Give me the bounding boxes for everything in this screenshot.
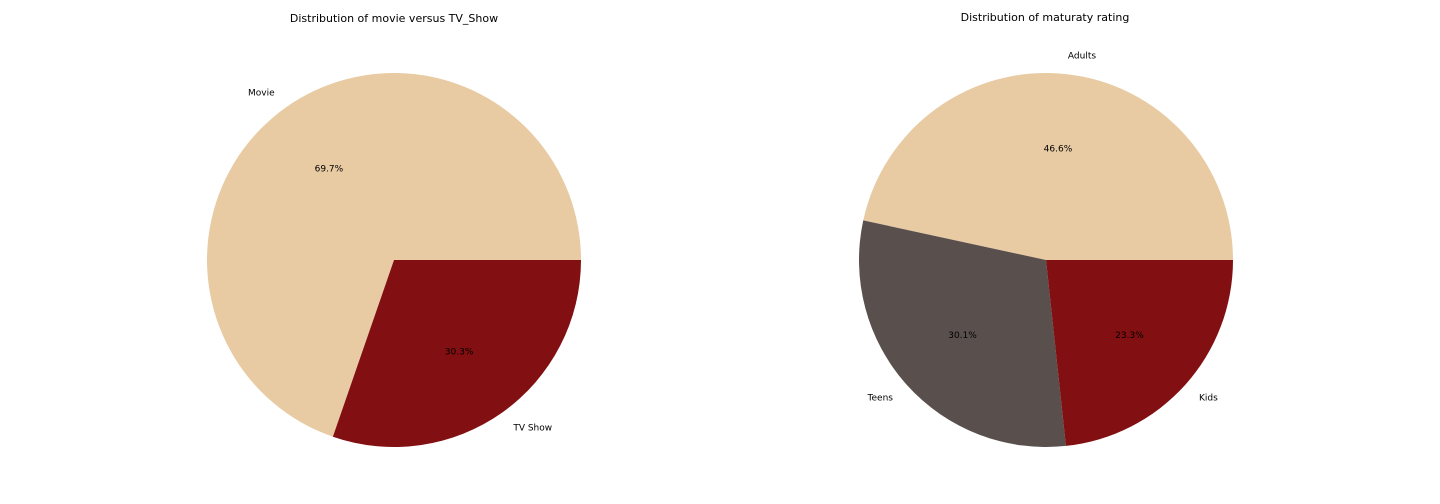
pie-slice-tv-show xyxy=(332,260,581,448)
pie-slice-movie xyxy=(207,73,581,437)
slice-percent-teens: 30.1% xyxy=(948,331,977,341)
slice-percent-movie: 69.7% xyxy=(315,165,344,175)
chart-title: Distribution of movie versus TV_Show xyxy=(290,12,498,25)
slice-label-adults: Adults xyxy=(1068,51,1096,61)
pie-chart-content-type: Distribution of movie versus TV_Show Mov… xyxy=(207,12,581,448)
pie-slice-adults xyxy=(863,73,1233,261)
slice-label-tv-show: TV Show xyxy=(512,424,552,434)
pie-slice-teens xyxy=(859,220,1066,448)
pie-chart-maturity-rating: Distribution of maturaty rating Adults 46… xyxy=(859,11,1233,448)
slice-label-kids: Kids xyxy=(1199,393,1218,403)
slice-percent-adults: 46.6% xyxy=(1044,144,1073,154)
chart-title: Distribution of maturaty rating xyxy=(961,11,1130,24)
pie-slice-kids xyxy=(1046,260,1233,446)
slice-label-movie: Movie xyxy=(248,88,275,98)
slice-percent-kids: 23.3% xyxy=(1115,331,1144,341)
slice-label-teens: Teens xyxy=(867,393,894,403)
slice-percent-tv-show: 30.3% xyxy=(445,347,474,357)
